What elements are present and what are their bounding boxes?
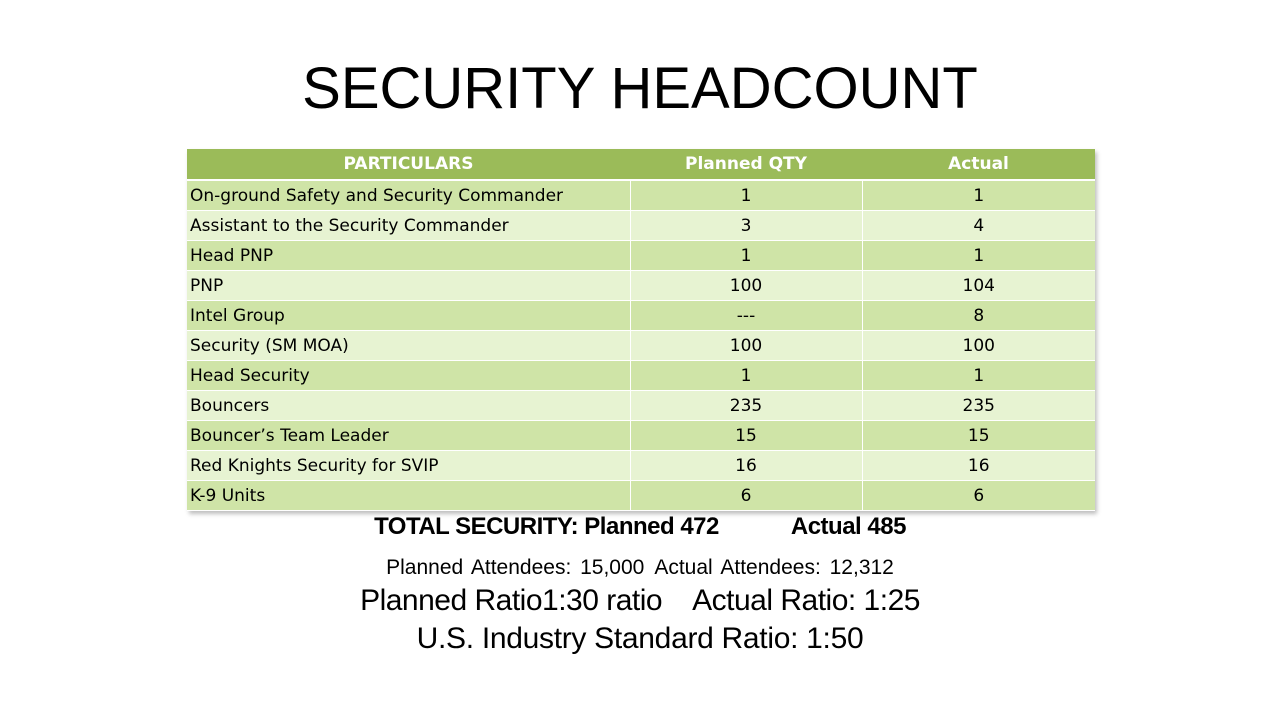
table-row: Head PNP 1 1 (187, 240, 1095, 271)
cell-planned-qty: 3 (630, 210, 863, 241)
cell-actual: 4 (862, 210, 1095, 241)
column-header-planned-qty: Planned QTY (630, 149, 862, 181)
cell-planned-qty: 15 (630, 420, 863, 451)
planned-attendees: Planned Attendees: 15,000 (386, 556, 645, 579)
cell-particulars: PNP (187, 270, 631, 301)
headcount-table-container: PARTICULARS Planned QTY Actual On-ground… (187, 149, 1095, 511)
table-row: PNP 100 104 (187, 270, 1095, 301)
table-row: On-ground Safety and Security Commander 1… (187, 180, 1095, 211)
cell-actual: 6 (862, 480, 1095, 511)
cell-planned-qty: 6 (630, 480, 863, 511)
cell-particulars: On-ground Safety and Security Commander (187, 180, 631, 211)
planned-ratio: Planned Ratio1:30 ratio (360, 584, 663, 617)
cell-particulars: Head Security (187, 360, 631, 391)
table-row: Red Knights Security for SVIP 16 16 (187, 450, 1095, 481)
headcount-table: PARTICULARS Planned QTY Actual On-ground… (187, 149, 1095, 511)
cell-planned-qty: 16 (630, 450, 863, 481)
attendees-line: Planned Attendees: 15,000 Actual Attendee… (0, 556, 1280, 580)
cell-actual: 1 (862, 180, 1095, 211)
cell-particulars: Security (SM MOA) (187, 330, 631, 361)
total-label: TOTAL SECURITY: (374, 513, 579, 540)
actual-attendees: Actual Attendees: 12,312 (654, 556, 894, 579)
cell-actual: 235 (862, 390, 1095, 421)
table-row: Bouncer’s Team Leader 15 15 (187, 420, 1095, 451)
table-row: K-9 Units 6 6 (187, 480, 1095, 511)
table-header-row: PARTICULARS Planned QTY Actual (187, 149, 1095, 181)
table-row: Security (SM MOA) 100 100 (187, 330, 1095, 361)
cell-actual: 104 (862, 270, 1095, 301)
cell-planned-qty: 100 (630, 270, 863, 301)
total-actual: Actual 485 (790, 513, 907, 540)
page-title: SECURITY HEADCOUNT (302, 56, 978, 121)
cell-actual: 16 (862, 450, 1095, 481)
cell-particulars: Assistant to the Security Commander (187, 210, 631, 241)
cell-actual: 1 (862, 240, 1095, 271)
table-row: Intel Group --- 8 (187, 300, 1095, 331)
table-body: On-ground Safety and Security Commander 1… (187, 180, 1095, 511)
cell-particulars: Bouncers (187, 390, 631, 421)
table-row: Head Security 1 1 (187, 360, 1095, 391)
cell-actual: 1 (862, 360, 1095, 391)
cell-particulars: K-9 Units (187, 480, 631, 511)
cell-actual: 100 (862, 330, 1095, 361)
cell-planned-qty: --- (630, 300, 863, 331)
table-row: Bouncers 235 235 (187, 390, 1095, 421)
cell-actual: 8 (862, 300, 1095, 331)
cell-particulars: Head PNP (187, 240, 631, 271)
cell-planned-qty: 235 (630, 390, 863, 421)
industry-standard-line: U.S. Industry Standard Ratio: 1:50 (416, 622, 864, 655)
cell-planned-qty: 1 (630, 240, 863, 271)
total-planned: Planned 472 (584, 513, 719, 540)
cell-actual: 15 (862, 420, 1095, 451)
cell-particulars: Intel Group (187, 300, 631, 331)
cell-planned-qty: 1 (630, 360, 863, 391)
actual-ratio: Actual Ratio: 1:25 (692, 584, 920, 617)
cell-particulars: Bouncer’s Team Leader (187, 420, 631, 451)
table-row: Assistant to the Security Commander 3 4 (187, 210, 1095, 241)
total-security-line: TOTAL SECURITY: Planned 472 Actual 485 (0, 513, 1280, 541)
cell-planned-qty: 1 (630, 180, 863, 211)
column-header-particulars: PARTICULARS (187, 149, 630, 181)
cell-planned-qty: 100 (630, 330, 863, 361)
ratio-line: Planned Ratio1:30 ratio Actual Ratio: 1:2… (0, 584, 1280, 618)
column-header-actual: Actual (862, 149, 1095, 181)
cell-particulars: Red Knights Security for SVIP (187, 450, 631, 481)
